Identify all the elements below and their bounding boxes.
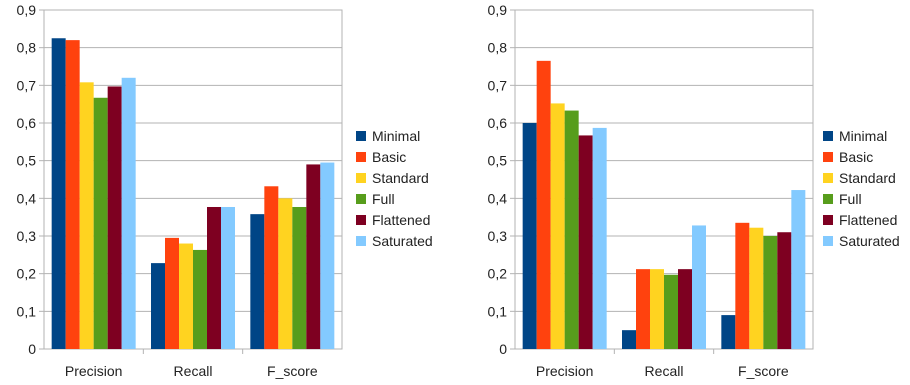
- left-legend-label-full: Full: [372, 191, 395, 207]
- right-legend-label-full: Full: [839, 191, 862, 207]
- left-y-tick-label: 0,9: [17, 2, 37, 18]
- right-bar-full-precision: [564, 110, 579, 349]
- left-bar-full-precision: [93, 97, 108, 349]
- left-bar-standard-f_score: [278, 198, 293, 349]
- left-bar-saturated-precision: [121, 77, 136, 350]
- left-bar-full-recall: [193, 249, 207, 349]
- right-bar-minimal-f_score: [721, 315, 736, 349]
- right-legend-label-minimal: Minimal: [839, 128, 887, 144]
- right-bar-saturated-recall: [692, 225, 706, 349]
- right-y-tick-label: 0,2: [488, 266, 508, 282]
- chart-right: 0 0,1 0,2 0,3 0,4 0,5 0,6 0,7 0,8 0,9 Precision Rec…: [488, 2, 900, 379]
- right-y-tick-label: 0,8: [488, 40, 508, 56]
- right-bar-flattened-f_score: [777, 232, 792, 349]
- left-legend-swatch-standard: [356, 173, 366, 183]
- left-legend-swatch-flattened: [356, 215, 366, 225]
- left-bar-flattened-f_score: [306, 164, 321, 349]
- right-bar-basic-f_score: [735, 222, 750, 349]
- left-y-tick-label: 0,3: [17, 228, 37, 244]
- left-legend-swatch-minimal: [356, 131, 366, 141]
- right-y-tick-label: 0,7: [488, 77, 508, 93]
- right-x-tick-label: Recall: [645, 363, 684, 379]
- right-bar-flattened-precision: [578, 135, 593, 349]
- left-y-tick-label: 0,2: [17, 266, 37, 282]
- left-bar-flattened-recall: [207, 206, 221, 349]
- right-bar-minimal-precision: [522, 123, 537, 349]
- left-bar-minimal-f_score: [250, 214, 265, 349]
- right-legend-label-basic: Basic: [839, 149, 873, 165]
- left-bar-standard-recall: [179, 243, 193, 349]
- left-legend-label-basic: Basic: [372, 149, 406, 165]
- left-y-tick-label: 0,6: [17, 115, 37, 131]
- right-y-tick-label: 0,5: [488, 153, 508, 169]
- left-bar-saturated-f_score: [320, 162, 335, 349]
- left-y-tick-label: 0,7: [17, 77, 37, 93]
- left-legend-swatch-basic: [356, 152, 366, 162]
- right-y-tick-label: 0,4: [488, 190, 508, 206]
- left-legend-label-saturated: Saturated: [372, 233, 433, 249]
- right-legend-swatch-flattened: [823, 215, 833, 225]
- right-legend-swatch-saturated: [823, 236, 833, 246]
- left-bar-basic-recall: [165, 237, 179, 349]
- left-bar-minimal-recall: [151, 263, 165, 349]
- right-bar-full-f_score: [763, 236, 778, 349]
- right-bar-basic-precision: [536, 60, 551, 349]
- right-x-tick-label: Precision: [536, 363, 594, 379]
- left-bar-flattened-precision: [107, 86, 122, 350]
- left-bar-saturated-recall: [221, 206, 235, 349]
- left-x-tick-label: F_score: [267, 363, 318, 379]
- left-y-tick-label: 0,5: [17, 153, 37, 169]
- left-bar-basic-f_score: [264, 186, 279, 349]
- right-legend-swatch-full: [823, 194, 833, 204]
- right-bar-saturated-precision: [592, 127, 607, 349]
- right-bar-standard-f_score: [749, 227, 764, 349]
- right-bar-full-recall: [664, 274, 678, 349]
- left-bar-basic-precision: [65, 40, 80, 350]
- right-legend-swatch-basic: [823, 152, 833, 162]
- left-bar-standard-precision: [79, 82, 94, 349]
- right-bar-flattened-recall: [678, 269, 692, 349]
- right-bar-minimal-recall: [622, 330, 636, 349]
- left-x-tick-label: Precision: [65, 363, 123, 379]
- right-bar-saturated-f_score: [791, 190, 806, 349]
- right-y-tick-label: 0,9: [488, 2, 508, 18]
- right-y-tick-label: 0,3: [488, 228, 508, 244]
- left-y-tick-label: 0,1: [17, 303, 37, 319]
- right-bar-basic-recall: [636, 269, 650, 349]
- right-bar-standard-precision: [550, 103, 565, 349]
- left-legend-swatch-full: [356, 194, 366, 204]
- right-legend-label-saturated: Saturated: [839, 233, 900, 249]
- right-legend-swatch-minimal: [823, 131, 833, 141]
- left-legend-label-flattened: Flattened: [372, 212, 430, 228]
- right-legend-label-standard: Standard: [839, 170, 896, 186]
- left-bar-minimal-precision: [51, 38, 66, 349]
- left-legend-label-standard: Standard: [372, 170, 429, 186]
- chart-left: 0 0,1 0,2 0,3 0,4 0,5 0,6 0,7 0,8 0,9 Precision Rec…: [17, 2, 433, 379]
- left-legend-swatch-saturated: [356, 236, 366, 246]
- right-legend-swatch-standard: [823, 173, 833, 183]
- right-y-tick-label: 0: [499, 341, 507, 357]
- left-y-tick-label: 0: [28, 341, 36, 357]
- left-y-tick-label: 0,4: [17, 190, 37, 206]
- left-x-tick-label: Recall: [174, 363, 213, 379]
- left-bar-full-f_score: [292, 206, 307, 349]
- right-x-tick-label: F_score: [738, 363, 789, 379]
- right-bar-standard-recall: [650, 269, 664, 349]
- right-y-tick-label: 0,1: [488, 303, 508, 319]
- left-y-tick-label: 0,8: [17, 40, 37, 56]
- right-legend-label-flattened: Flattened: [839, 212, 897, 228]
- left-legend-label-minimal: Minimal: [372, 128, 420, 144]
- right-y-tick-label: 0,6: [488, 115, 508, 131]
